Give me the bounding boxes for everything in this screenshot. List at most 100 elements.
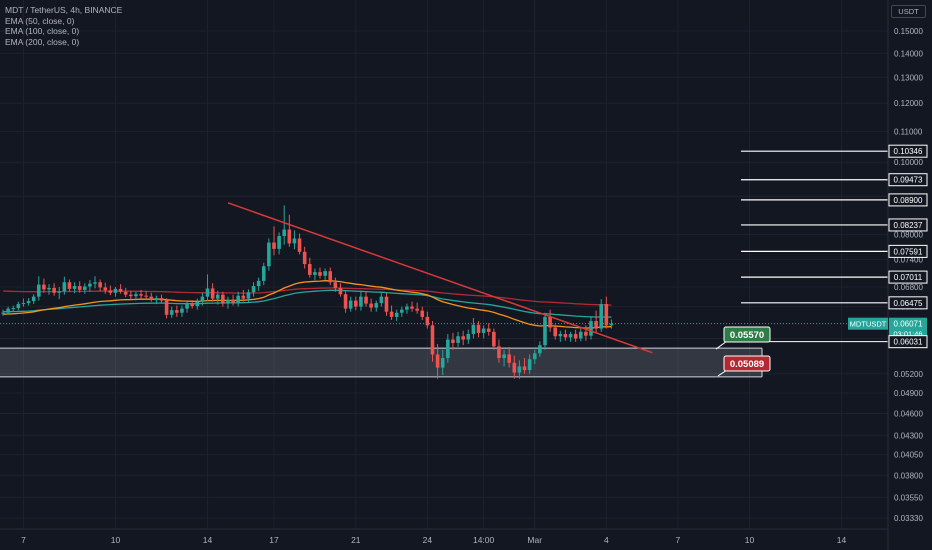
- candle-body: [16, 304, 21, 309]
- candle-body: [261, 266, 266, 281]
- candle-body: [486, 328, 491, 332]
- candle-body: [1, 312, 5, 314]
- level-box: [888, 296, 928, 310]
- candle-body: [118, 288, 123, 292]
- price-tick-label: 0.12000: [894, 99, 923, 108]
- candle-body: [553, 327, 558, 337]
- price-tick-label: 0.06800: [894, 283, 923, 292]
- ema-50-label[interactable]: EMA (50, close, 0): [5, 15, 75, 26]
- candle-body: [226, 299, 230, 304]
- candle-body: [6, 308, 10, 313]
- ema-100-label[interactable]: EMA (100, close, 0): [5, 26, 80, 36]
- candle-body: [532, 353, 537, 360]
- candle-body: [57, 291, 62, 293]
- price-tick-label: 0.04300: [894, 431, 923, 440]
- candle-body: [440, 358, 445, 368]
- price-tick-label: 0.04050: [894, 451, 923, 460]
- candle-body: [256, 280, 261, 287]
- target-lower-box: [723, 355, 771, 372]
- level-label: 0.08237: [894, 221, 923, 230]
- candle-body: [481, 328, 486, 333]
- candle-body: [328, 271, 333, 283]
- price-tick-label: 0.05200: [894, 370, 923, 379]
- candle-body: [47, 287, 51, 290]
- candle-body: [93, 282, 97, 284]
- symbol-title[interactable]: MDT / TetherUS, 4h, BINANCE: [5, 5, 123, 15]
- candle-body: [287, 229, 292, 244]
- ema-50-line: [2, 280, 612, 329]
- candle-body: [251, 286, 256, 293]
- candles: [1, 205, 614, 379]
- level-box: [888, 173, 928, 187]
- time-tick-label: 4: [604, 535, 609, 545]
- candle-body: [415, 308, 419, 311]
- time-axis[interactable]: 7 10 14 17 21 24 14:00 Mar 4 7 10 14: [21, 535, 846, 545]
- candle-body: [21, 303, 26, 305]
- candle-body: [113, 288, 118, 293]
- candle-body: [307, 264, 312, 275]
- level-label: 0.10346: [894, 147, 923, 156]
- candle-body: [420, 310, 425, 317]
- candle-body: [584, 331, 588, 336]
- currency-button[interactable]: USDT: [891, 5, 926, 18]
- candle-body: [359, 296, 363, 307]
- candle-body: [410, 306, 414, 309]
- price-tick-label: 0.10000: [894, 158, 923, 167]
- candle-body: [543, 316, 547, 346]
- level-label: 0.06475: [894, 299, 923, 308]
- candle-body: [302, 251, 307, 265]
- candle-body: [394, 312, 399, 317]
- candle-body: [471, 324, 476, 335]
- price-tick-label: 0.04600: [894, 409, 923, 418]
- candle-body: [169, 310, 174, 315]
- price-labels: 0.10346 0.09473 0.08900 0.08237 0.07591 0.070…: [848, 144, 928, 349]
- candle-body: [548, 316, 552, 328]
- candle-body: [502, 354, 506, 359]
- price-tick-label: 0.03800: [894, 471, 923, 480]
- symbol-tag: [848, 317, 888, 330]
- level-label: 0.09473: [894, 176, 923, 185]
- ema-lines: [2, 280, 612, 329]
- level-box: [888, 193, 928, 207]
- candle-body: [103, 287, 108, 291]
- candle-body: [297, 238, 302, 252]
- time-tick-label: 14: [837, 535, 847, 545]
- price-tick-label: 0.15000: [894, 27, 923, 36]
- ema-200-label[interactable]: EMA (200, close, 0): [5, 36, 80, 47]
- candle-body: [72, 286, 77, 289]
- candle-body: [88, 283, 92, 287]
- candle-body: [190, 304, 194, 307]
- candle-body: [599, 304, 604, 329]
- candle-body: [333, 282, 338, 288]
- time-tick-label: 24: [423, 535, 433, 545]
- legend: MDT / TetherUS, 4h, BINANCE EMA (50, clo…: [5, 5, 122, 47]
- level-box: [888, 144, 928, 158]
- resistance-trendline: [227, 202, 653, 354]
- target-lower-text: 0.05089: [730, 359, 764, 370]
- candle-body: [282, 229, 287, 237]
- candle-body: [466, 334, 471, 340]
- candle-body: [609, 323, 614, 326]
- candle-body: [180, 308, 184, 313]
- grid: [0, 0, 888, 529]
- candle-body: [568, 334, 573, 338]
- level-lines: [741, 150, 888, 343]
- candle-body: [430, 325, 435, 355]
- ema-100-line: [3, 289, 612, 318]
- price-tick-label: 0.03330: [894, 514, 923, 523]
- ema-200-line: [2, 287, 612, 306]
- target-upper-text: 0.05570: [730, 330, 764, 341]
- candle-body: [62, 282, 67, 292]
- candle-body: [538, 345, 542, 354]
- candle-body: [389, 311, 394, 317]
- price-tick-label: 0.14000: [894, 49, 923, 58]
- candle-body: [507, 354, 511, 363]
- candle-body: [353, 300, 358, 307]
- candle-body: [348, 300, 353, 309]
- candle-body: [400, 309, 404, 313]
- candle-body: [123, 291, 128, 295]
- level-box: [888, 270, 928, 284]
- candle-body: [512, 362, 517, 373]
- candle-body: [527, 359, 532, 371]
